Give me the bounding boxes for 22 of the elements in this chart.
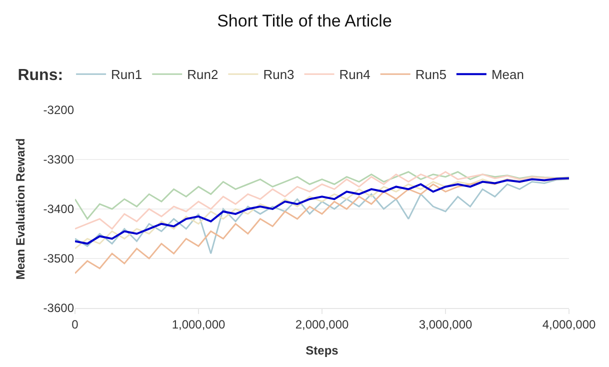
legend-label: Run2 <box>187 67 218 82</box>
y-tick-label: -3200 <box>43 103 74 118</box>
legend-title: Runs: <box>18 67 64 84</box>
y-tick-label: -3500 <box>43 252 74 266</box>
legend-label: Run3 <box>263 67 294 82</box>
y-tick-label: -3400 <box>43 202 74 216</box>
x-tick-label: 1,000,000 <box>172 317 226 332</box>
line-series <box>75 171 569 230</box>
line-series <box>75 171 569 220</box>
chart-title: Short Title of the Article <box>217 12 392 31</box>
x-tick-label: 3,000,000 <box>418 317 473 332</box>
y-axis-title: Mean Evaluation Reward <box>14 138 28 280</box>
x-tick-label: 0 <box>72 317 79 332</box>
x-tick-label: 4,000,000 <box>542 317 596 332</box>
x-axis-title: Steps <box>306 343 339 358</box>
legend-label: Mean <box>491 67 524 82</box>
legend-label: Run5 <box>415 67 446 82</box>
legend-label: Run1 <box>111 67 142 82</box>
x-tick-label: 2,000,000 <box>295 317 350 332</box>
y-tick-label: -3600 <box>43 301 74 316</box>
legend-label: Run4 <box>339 67 370 82</box>
y-tick-label: -3300 <box>43 152 74 167</box>
